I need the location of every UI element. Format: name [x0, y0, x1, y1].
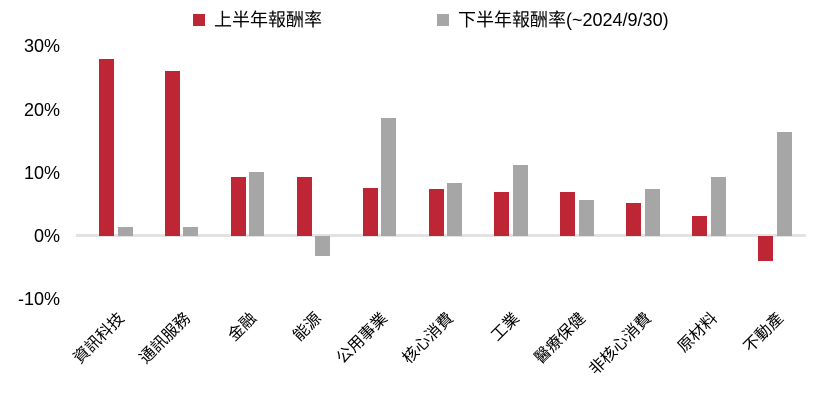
y-axis-tick-label: 20% [23, 99, 60, 120]
bar-h1-4 [362, 188, 378, 236]
legend-label-second-half: 下半年報酬率(~2024/9/30) [458, 10, 669, 30]
bar-h2-2 [249, 171, 265, 236]
y-axis-tick-label: 30% [23, 36, 60, 57]
bar-h1-0 [99, 59, 114, 236]
bar-h2-7 [578, 200, 594, 236]
bar-h2-6 [512, 165, 528, 236]
y-axis-tick-label: 10% [23, 162, 60, 183]
bar-h1-9 [692, 216, 708, 236]
legend-swatch-red-icon [193, 14, 205, 26]
bar-h2-10 [776, 132, 792, 236]
y-axis-tick-label: -10% [17, 289, 60, 310]
bar-h1-3 [296, 177, 312, 236]
bar-h2-8 [644, 188, 660, 236]
legend-item-second-half: 下半年報酬率(~2024/9/30) [437, 9, 669, 31]
legend-swatch-gray-icon [437, 14, 449, 26]
legend-item-first-half: 上半年報酬率 [193, 9, 322, 31]
bar-h1-1 [164, 71, 180, 236]
bar-h2-5 [447, 182, 462, 236]
bar-h2-3 [315, 236, 331, 256]
bar-h2-0 [117, 227, 133, 236]
bar-h2-1 [183, 227, 199, 236]
bar-h1-5 [428, 188, 444, 236]
bar-h2-4 [381, 117, 397, 236]
bar-h1-7 [560, 192, 576, 236]
bar-h1-2 [230, 176, 246, 236]
bar-h1-10 [758, 236, 773, 262]
bar-h1-6 [494, 191, 510, 236]
bar-h2-9 [710, 177, 726, 236]
y-axis-tick-label: 0% [33, 226, 60, 246]
bar-h1-8 [626, 203, 642, 236]
legend-label-first-half: 上半年報酬率 [214, 10, 322, 30]
